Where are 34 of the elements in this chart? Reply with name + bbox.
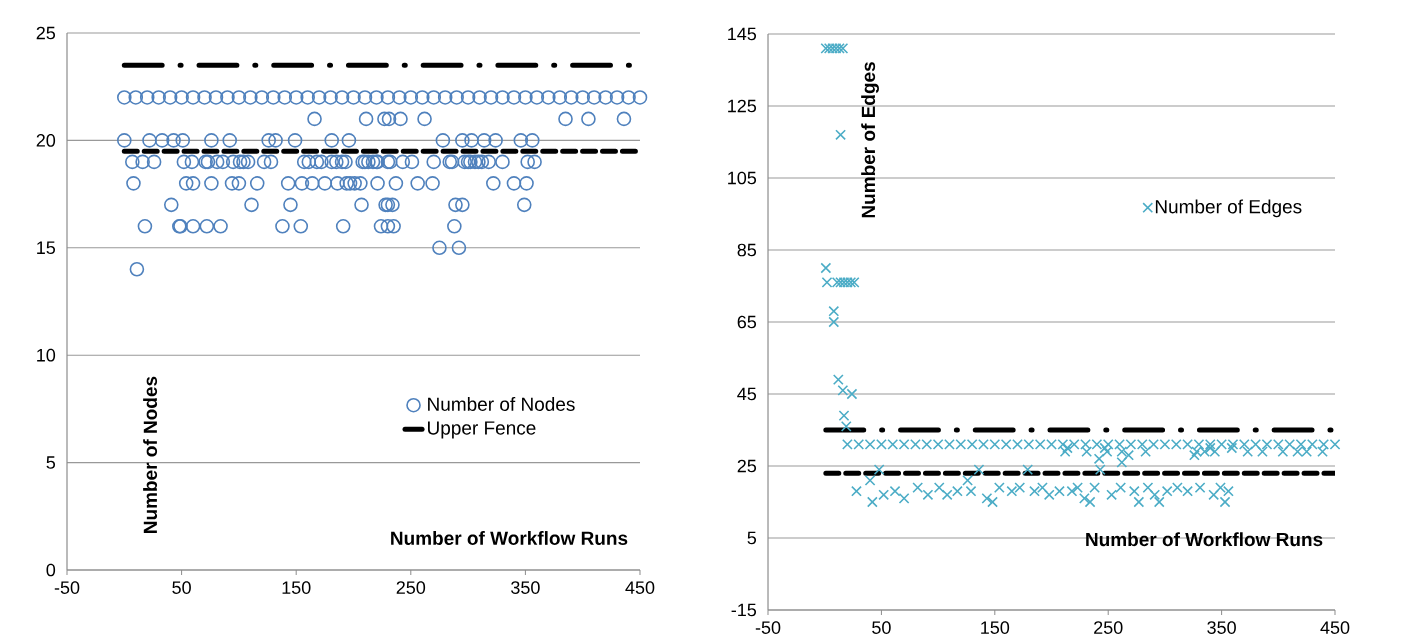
x-tick-label: 50 xyxy=(172,581,191,594)
y-tick-label: 145 xyxy=(728,27,757,41)
y-axis-title: Number of Edges xyxy=(861,62,879,218)
y-tick-label: 125 xyxy=(728,99,757,113)
x-tick-label: 150 xyxy=(981,621,1010,634)
y-tick-label: 25 xyxy=(737,459,757,473)
legend-label: Number of Edges xyxy=(1155,199,1302,218)
x-tick-label: 150 xyxy=(282,581,311,594)
x-tick-label: 450 xyxy=(625,581,655,594)
x-tick-label: -50 xyxy=(755,621,781,634)
x-tick-label: -50 xyxy=(54,581,80,594)
y-tick-label: 85 xyxy=(737,243,757,257)
y-tick-label: 65 xyxy=(737,315,757,329)
legend-label: Number of Nodes xyxy=(428,396,575,411)
y-tick-label: 5 xyxy=(747,531,757,545)
y-tick-label: 5 xyxy=(46,456,56,469)
y-tick-label: -15 xyxy=(731,603,757,617)
y-tick-label: 45 xyxy=(737,387,757,401)
x-tick-label: 50 xyxy=(872,621,891,634)
x-tick-label: 350 xyxy=(1207,621,1236,634)
y-axis-title: Number of Nodes xyxy=(143,376,158,533)
y-tick-label: 10 xyxy=(37,348,56,362)
y-tick-label: 20 xyxy=(36,134,56,147)
x-tick-label: 450 xyxy=(1320,621,1350,634)
y-tick-label: 25 xyxy=(36,26,56,40)
x-axis-title: Number of Workflow Runs xyxy=(1086,532,1323,547)
x-tick-label: 250 xyxy=(396,581,426,594)
y-tick-label: 105 xyxy=(728,171,757,185)
x-tick-label: 350 xyxy=(511,581,540,594)
x-tick-label: 250 xyxy=(1094,621,1123,634)
y-tick-label: 0 xyxy=(46,563,56,577)
y-tick-label: 15 xyxy=(37,241,56,255)
legend-label: Upper Fence xyxy=(428,421,536,439)
x-axis-title: Number of Workflow Runs xyxy=(391,531,628,546)
